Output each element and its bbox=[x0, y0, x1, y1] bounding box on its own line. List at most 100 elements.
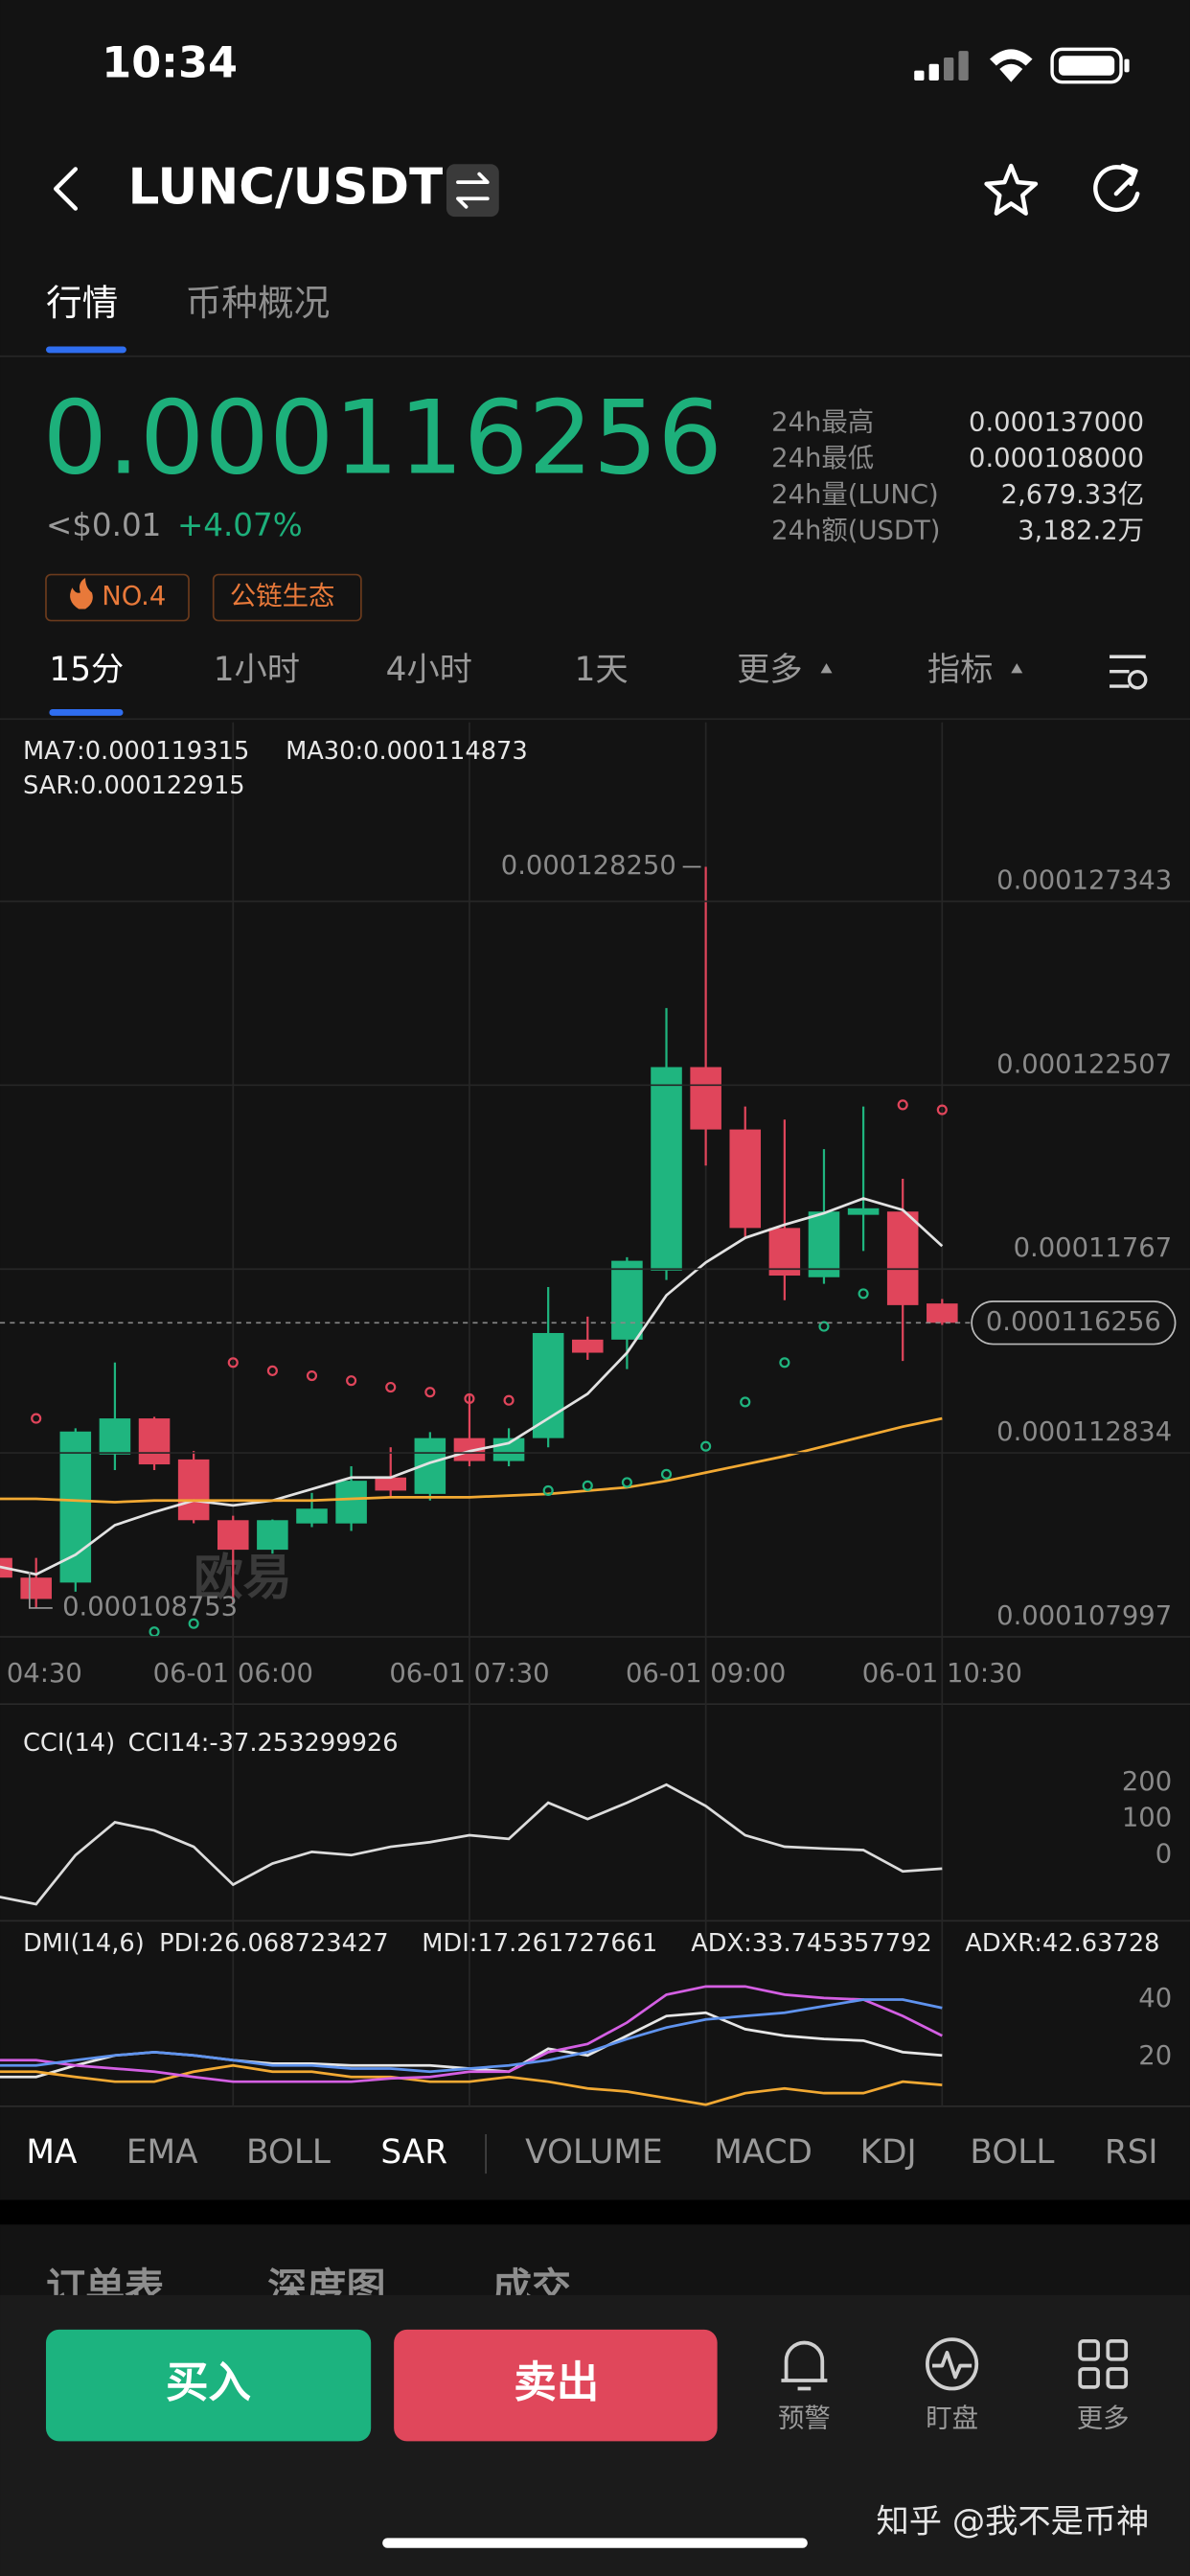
y-tick-label: 100 bbox=[1122, 1804, 1172, 1833]
watch-button[interactable] bbox=[926, 2337, 979, 2391]
swap-button[interactable] bbox=[446, 164, 499, 218]
back-button[interactable] bbox=[54, 167, 79, 211]
more-button[interactable] bbox=[1078, 2338, 1129, 2389]
stat-label: 24h最高 bbox=[771, 407, 874, 437]
tool-label: 更多 bbox=[1077, 2404, 1130, 2434]
indicator-line bbox=[0, 1782, 943, 1906]
tab[interactable]: 行情 bbox=[46, 282, 118, 324]
sar-dot bbox=[818, 1321, 830, 1332]
sar-dot bbox=[542, 1484, 554, 1496]
annotation-leader bbox=[28, 1572, 53, 1609]
share-button[interactable] bbox=[1093, 165, 1140, 213]
interval-tab[interactable]: 指标 bbox=[927, 651, 994, 689]
status-time: 10:34 bbox=[102, 38, 238, 88]
last-price: 0.000116256 bbox=[43, 380, 722, 498]
alert-button[interactable] bbox=[781, 2340, 828, 2391]
indicator-tab[interactable]: RSI bbox=[1105, 2133, 1158, 2172]
indicator-tab[interactable]: EMA bbox=[126, 2133, 198, 2172]
last-price-label: 0.000116256 bbox=[986, 1307, 1161, 1337]
stat-label: 24h量(LUNC) bbox=[771, 480, 939, 510]
candle-body bbox=[847, 1208, 880, 1215]
sar-dot bbox=[464, 1392, 475, 1405]
stat-value: 0.000108000 bbox=[969, 444, 1144, 473]
watermark: 知乎 @我不是币神 bbox=[877, 2503, 1150, 2542]
flame-icon bbox=[70, 578, 93, 610]
candle-body bbox=[375, 1477, 406, 1491]
low-annotation: 0.000108753 bbox=[62, 1592, 238, 1622]
favorite-button[interactable] bbox=[984, 163, 1039, 216]
interval-tab[interactable]: 4小时 bbox=[386, 651, 472, 689]
high-annotation: 0.000128250 bbox=[501, 851, 676, 881]
sar-dot bbox=[779, 1357, 790, 1368]
interval-underline bbox=[49, 709, 124, 716]
indicator-line bbox=[0, 1998, 943, 2074]
indicator-title: CCI(14) bbox=[23, 1729, 115, 1758]
x-tick-label: 06-01 09:00 bbox=[626, 1659, 786, 1689]
sell-button[interactable] bbox=[394, 2329, 718, 2442]
chart-panel bbox=[0, 866, 958, 1637]
y-tick-label: 40 bbox=[1138, 1984, 1172, 2013]
candle-body bbox=[59, 1431, 92, 1583]
logo-watermark: 欧易 bbox=[194, 1550, 292, 1607]
sar-dot bbox=[227, 1357, 239, 1368]
indicator-tab[interactable]: SAR bbox=[380, 2133, 447, 2172]
indicator-line bbox=[0, 2063, 943, 2106]
indicator-line bbox=[0, 1197, 944, 1576]
sar-dot bbox=[897, 1099, 908, 1111]
sar-dot bbox=[621, 1477, 632, 1488]
tab-underline bbox=[45, 346, 126, 354]
indicator-tab[interactable]: BOLL bbox=[970, 2133, 1054, 2172]
buy-button[interactable] bbox=[45, 2329, 372, 2442]
rank-tag: NO.4 bbox=[102, 582, 166, 611]
candle-body bbox=[611, 1260, 643, 1340]
interval-tab[interactable]: 更多 bbox=[737, 651, 803, 689]
stat-value: 2,679.33亿 bbox=[1001, 480, 1144, 510]
y-tick-label: 0.000127343 bbox=[996, 865, 1172, 895]
sar-dot bbox=[306, 1369, 318, 1382]
sar-dot bbox=[346, 1375, 357, 1387]
indicator-tab[interactable]: MA bbox=[26, 2133, 78, 2172]
candle-body bbox=[886, 1211, 919, 1305]
tag-box bbox=[45, 573, 190, 622]
chart-layer: 欧易 04:30 06-01 06:00 06-01 07:30 06-01 09:00… bbox=[0, 722, 1190, 2106]
home-indicator bbox=[382, 2538, 808, 2548]
candle-body bbox=[335, 1481, 367, 1524]
y-tick-label: 0.000112834 bbox=[996, 1417, 1172, 1447]
header-icons bbox=[54, 163, 1140, 218]
chart-panel bbox=[0, 1782, 943, 1906]
sar-dot bbox=[266, 1365, 278, 1376]
y-tick-label: 0.000107997 bbox=[996, 1601, 1172, 1631]
interval-tab[interactable]: 15分 bbox=[49, 651, 124, 689]
candle-body bbox=[257, 1520, 288, 1551]
indicator-tab[interactable]: BOLL bbox=[246, 2133, 331, 2172]
y-tick-label: 0.00011767 bbox=[1014, 1233, 1173, 1263]
section-gap bbox=[0, 2199, 1190, 2225]
stat-value: 0.000137000 bbox=[969, 407, 1144, 437]
indicator-tab[interactable]: KDJ bbox=[860, 2133, 917, 2172]
candle-body bbox=[651, 1067, 682, 1271]
x-tick-label: 06-01 06:00 bbox=[153, 1659, 313, 1689]
candle-body bbox=[20, 1577, 52, 1599]
chart-settings-button[interactable] bbox=[1110, 655, 1148, 690]
sar-dot bbox=[660, 1468, 673, 1480]
tag-box bbox=[212, 573, 362, 622]
indicator-tab[interactable]: MACD bbox=[714, 2133, 812, 2172]
text-layer: 10:34 LUNC/USDT 行情 币种概况 0.000116256 <$0.01 +4.… bbox=[26, 38, 1157, 2542]
buy-label: 买入 bbox=[166, 2358, 251, 2407]
sar-dot bbox=[31, 1413, 42, 1424]
tab[interactable]: 币种概况 bbox=[186, 282, 331, 324]
interval-tab[interactable]: 1小时 bbox=[214, 651, 300, 689]
pair-title: LUNC/USDT bbox=[128, 159, 444, 217]
interval-tab[interactable]: 1天 bbox=[575, 651, 629, 689]
x-tick-label: 04:30 bbox=[7, 1659, 82, 1689]
indicator-line bbox=[0, 1416, 943, 1504]
tool-icons bbox=[781, 2337, 1129, 2391]
candle-body bbox=[808, 1211, 840, 1277]
indicator-tab[interactable]: VOLUME bbox=[525, 2133, 662, 2172]
sector-tag: 公链生态 bbox=[230, 582, 335, 611]
status-icons bbox=[914, 47, 1130, 84]
sar-dot bbox=[582, 1480, 593, 1491]
